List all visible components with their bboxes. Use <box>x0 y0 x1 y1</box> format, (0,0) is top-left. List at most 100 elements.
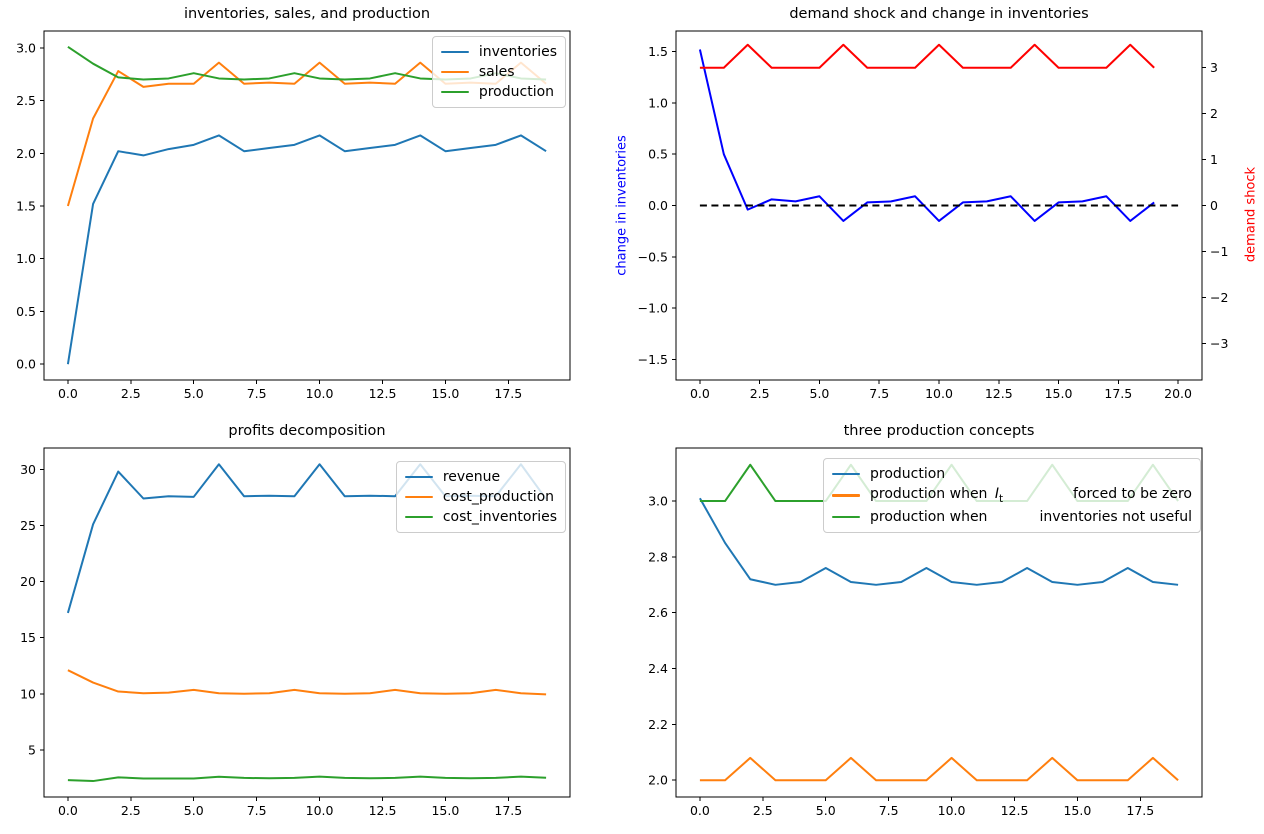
legend-item: cost_production <box>404 487 557 507</box>
legend-swatch <box>832 515 860 519</box>
x-tick-label: 7.5 <box>869 386 889 401</box>
legend-three-production-concepts: production production when It forced to be… <box>823 458 1201 533</box>
legend-item: production <box>832 464 1192 484</box>
x-tick-label: 15.0 <box>431 386 459 401</box>
legend-swatch <box>440 70 469 74</box>
y-tick-label: 0.5 <box>648 147 668 162</box>
y-tick-label: 1.0 <box>16 251 36 266</box>
y-tick-right-label: 0 <box>1210 198 1218 213</box>
series-line-change-in-inventories <box>698 49 1155 222</box>
y-tick-label: 5 <box>28 742 36 757</box>
x-tick-label: 0.0 <box>58 803 78 818</box>
y-tick-right-label: 1 <box>1210 152 1218 167</box>
series-line-cost-inventories <box>67 775 547 783</box>
x-tick-label: 10.0 <box>925 386 953 401</box>
subplot-profits-decomposition: profits decomposition 0.0 2.5 5.0 7.5 10.0 12… <box>0 417 632 834</box>
legend-item-label: cost_inventories <box>442 509 557 525</box>
x-tick-label: 12.5 <box>1001 803 1029 818</box>
legend-swatch <box>440 90 469 94</box>
y-tick-label: 2.6 <box>648 605 668 620</box>
x-tick-label: 17.5 <box>494 386 522 401</box>
chart-title-three-production-concepts: three production concepts <box>843 423 1035 439</box>
axes-demand-shock: 0.0 2.5 5.0 7.5 10.0 12.5 15.0 17.5 20.0−1.5−1.0… <box>638 30 1228 401</box>
legend-profits-decomposition: revenue cost_production cost_inventories <box>395 461 566 533</box>
y-tick-label: 2.0 <box>648 773 668 788</box>
legend-item-label: production <box>478 84 555 100</box>
y-tick-label: 2.4 <box>648 661 668 676</box>
legend-swatch <box>832 494 860 497</box>
subplot-inventories-sales-production: inventories, sales, and production 0.0 2.… <box>0 0 632 417</box>
y-tick-label: 25 <box>20 518 36 533</box>
y-tick-label: 2.0 <box>16 146 36 161</box>
legend-item-label: inventories <box>478 44 557 60</box>
legend-swatch <box>440 50 469 54</box>
legend-item-label: production when inventories not useful <box>870 508 1192 525</box>
y-tick-right-label: −1 <box>1210 244 1228 259</box>
x-tick-label: 10.0 <box>306 386 334 401</box>
x-tick-label: 15.0 <box>1063 803 1091 818</box>
legend-item: production when It forced to be zero <box>832 484 1192 507</box>
chart-title-demand-shock: demand shock and change in inventories <box>789 6 1089 22</box>
legend-item-label: production <box>870 466 946 482</box>
y-tick-label: 1.5 <box>16 199 36 214</box>
y-tick-right-label: 2 <box>1210 106 1218 121</box>
chart-title-inventories-sales-production: inventories, sales, and production <box>183 6 431 22</box>
legend-item: inventories <box>440 42 557 62</box>
x-tick-label: 0.0 <box>58 386 78 401</box>
x-tick-label: 5.0 <box>816 803 836 818</box>
y-tick-label: 0.0 <box>648 198 668 213</box>
x-tick-label: 7.5 <box>879 803 899 818</box>
x-tick-label: 10.0 <box>938 803 966 818</box>
legend-item: sales <box>440 62 557 82</box>
y-tick-label: 30 <box>20 462 36 477</box>
y-tick-label: −0.5 <box>638 249 668 264</box>
x-tick-label: 15.0 <box>431 803 459 818</box>
subplot-demand-shock-and-change-in-inventories: demand shock and change in inventories 0… <box>615 0 1264 417</box>
y-axis-label-change-in-inventories: change in inventories <box>614 135 630 276</box>
x-tick-label: 2.5 <box>121 803 141 818</box>
x-tick-label: 0.0 <box>690 803 710 818</box>
y-tick-label: 20 <box>20 574 36 589</box>
axes-frame <box>43 30 571 381</box>
x-tick-label: 17.5 <box>1126 803 1154 818</box>
series-line-production-when-i-t-forced-to-be-zero <box>699 756 1179 782</box>
legend-swatch <box>832 472 860 476</box>
legend-item: revenue <box>404 467 557 487</box>
y-tick-label: 10 <box>20 686 36 701</box>
x-tick-label: 17.5 <box>1104 386 1132 401</box>
y-tick-label: 1.5 <box>648 44 668 59</box>
y-tick-label: 1.0 <box>648 95 668 110</box>
x-tick-label: 2.5 <box>121 386 141 401</box>
x-tick-label: 2.5 <box>750 386 770 401</box>
x-tick-label: 15.0 <box>1045 386 1073 401</box>
y-tick-label: 3.0 <box>16 40 36 55</box>
legend-item-label: production when It forced to be zero <box>870 486 1192 505</box>
legend-item-label: cost_production <box>442 489 555 505</box>
axes-frame <box>43 447 571 798</box>
y-tick-label: 2.5 <box>16 93 36 108</box>
x-tick-label: 7.5 <box>247 803 267 818</box>
legend-item: production when inventories not useful <box>832 507 1192 527</box>
legend-item-label: revenue <box>442 469 501 485</box>
y-tick-right-label: 3 <box>1210 60 1218 75</box>
x-tick-label: 10.0 <box>306 803 334 818</box>
x-tick-label: 12.5 <box>985 386 1013 401</box>
legend-item: cost_inventories <box>404 507 557 527</box>
legend-swatch <box>404 475 433 479</box>
x-tick-label: 17.5 <box>494 803 522 818</box>
series-line-production <box>699 497 1179 586</box>
y-tick-label: 2.8 <box>648 549 668 564</box>
y-tick-label: 3.0 <box>648 494 668 509</box>
series-line-cost-production <box>67 669 547 696</box>
y-tick-label: −1.0 <box>638 301 668 316</box>
y-axis-label-demand-shock: demand shock <box>1243 166 1259 263</box>
x-tick-label: 0.0 <box>690 386 710 401</box>
x-tick-label: 5.0 <box>810 386 830 401</box>
y-tick-right-label: −2 <box>1210 290 1228 305</box>
y-tick-label: 15 <box>20 630 36 645</box>
legend-item-label: sales <box>478 64 515 80</box>
x-tick-label: 7.5 <box>247 386 267 401</box>
x-tick-label: 12.5 <box>369 386 397 401</box>
subplot-three-production-concepts: three production concepts 0.0 2.5 5.0 7.5 10… <box>632 417 1264 834</box>
